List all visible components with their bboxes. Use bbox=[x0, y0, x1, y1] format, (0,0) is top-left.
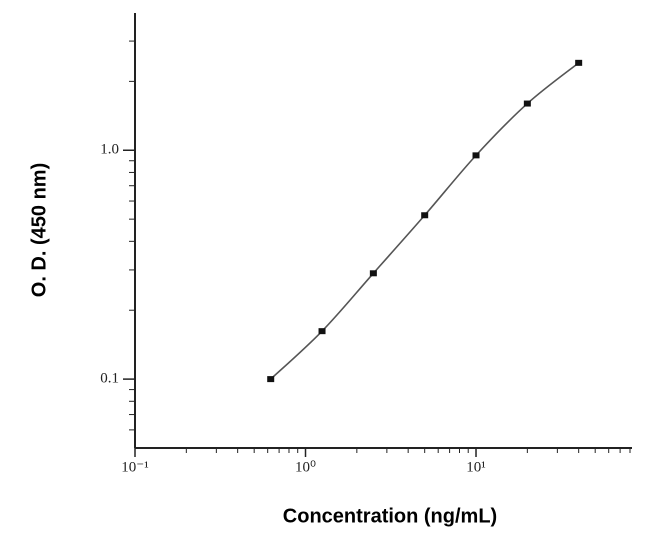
y-tick-label: 1.0 bbox=[100, 142, 119, 158]
x-tick-label: 10¹ bbox=[466, 459, 486, 475]
point bbox=[267, 376, 275, 383]
y-tick-label: 0.1 bbox=[100, 371, 119, 387]
x-tick-label: 10⁻¹ bbox=[121, 459, 148, 475]
point bbox=[369, 270, 377, 277]
x-axis-label: Concentration (ng/mL) bbox=[283, 505, 497, 527]
x-tick-label: 10⁰ bbox=[295, 459, 316, 475]
point bbox=[575, 59, 583, 66]
point bbox=[472, 152, 480, 159]
point bbox=[421, 212, 429, 219]
point bbox=[318, 328, 326, 335]
point bbox=[523, 100, 531, 107]
y-axis-label: O. D. (450 nm) bbox=[28, 163, 50, 297]
curve bbox=[270, 62, 580, 380]
